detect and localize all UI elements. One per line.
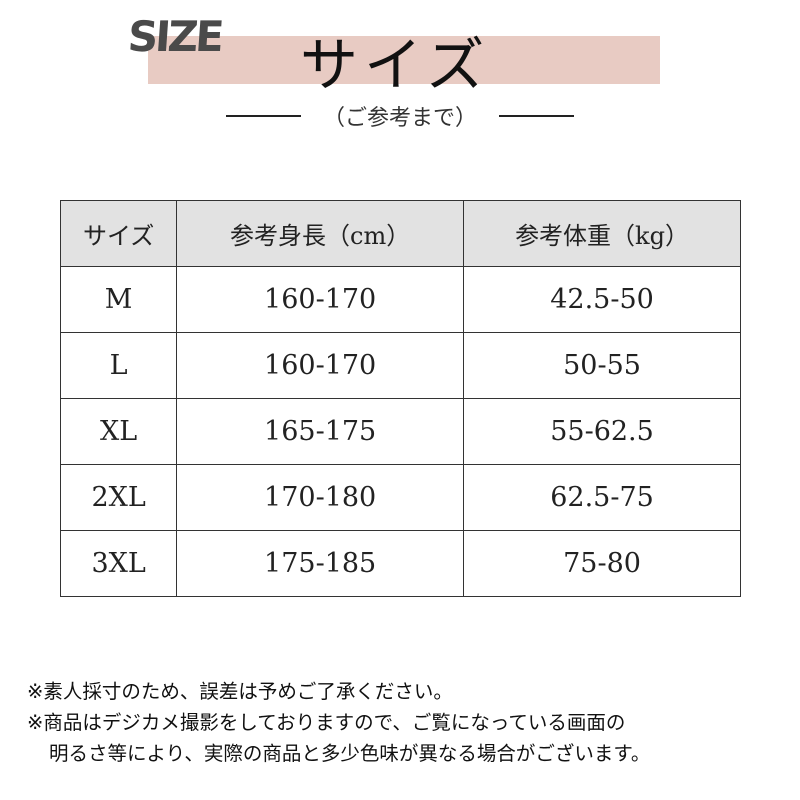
table-row: M 160-170 42.5-50 — [59, 266, 741, 333]
note-color-continued: 明るさ等により、実際の商品と多少色味が異なる場合がございます。 — [49, 742, 651, 765]
height-cell: 165-175 — [176, 398, 465, 465]
size-cell: 2XL — [59, 464, 178, 531]
table-header-row: サイズ 参考身長（cm） 参考体重（kg） — [59, 200, 741, 267]
subtitle-row: （ご参考まで） — [0, 100, 800, 132]
column-header: サイズ — [59, 200, 178, 267]
divider-right — [499, 115, 574, 117]
height-cell: 160-170 — [176, 332, 465, 399]
weight-cell: 42.5-50 — [463, 266, 741, 333]
title-banner — [148, 36, 660, 84]
weight-cell: 62.5-75 — [463, 464, 741, 531]
weight-cell: 50-55 — [463, 332, 741, 399]
notes: ※素人採寸のため、誤差は予めご了承ください。 ※商品はデジカメ撮影をしております… — [27, 676, 650, 769]
table-row: 2XL 170-180 62.5-75 — [59, 464, 741, 531]
table-row: XL 165-175 55-62.5 — [59, 398, 741, 465]
column-header: 参考体重（kg） — [463, 200, 741, 267]
size-table: サイズ 参考身長（cm） 参考体重（kg） M 160-170 42.5-50 … — [59, 200, 741, 597]
size-cell: L — [59, 332, 178, 399]
size-cell: XL — [59, 398, 178, 465]
page-title: サイズ — [300, 31, 491, 99]
subtitle: （ご参考まで） — [322, 106, 477, 131]
note-color: ※商品はデジカメ撮影をしておりますので、ご覧になっている画面の — [27, 711, 626, 734]
weight-cell: 55-62.5 — [463, 398, 741, 465]
table-row: 3XL 175-185 75-80 — [59, 530, 741, 597]
divider-left — [225, 115, 301, 117]
note-measurement: ※素人採寸のため、誤差は予めご了承ください。 — [27, 680, 453, 703]
height-cell: 175-185 — [176, 530, 465, 597]
weight-cell: 75-80 — [463, 530, 741, 597]
size-cell: M — [59, 266, 178, 333]
height-cell: 160-170 — [176, 266, 465, 333]
column-header: 参考身長（cm） — [176, 200, 465, 267]
size-logo: SIZE — [126, 12, 223, 61]
table-row: L 160-170 50-55 — [59, 332, 741, 399]
height-cell: 170-180 — [176, 464, 465, 531]
size-cell: 3XL — [59, 530, 178, 597]
